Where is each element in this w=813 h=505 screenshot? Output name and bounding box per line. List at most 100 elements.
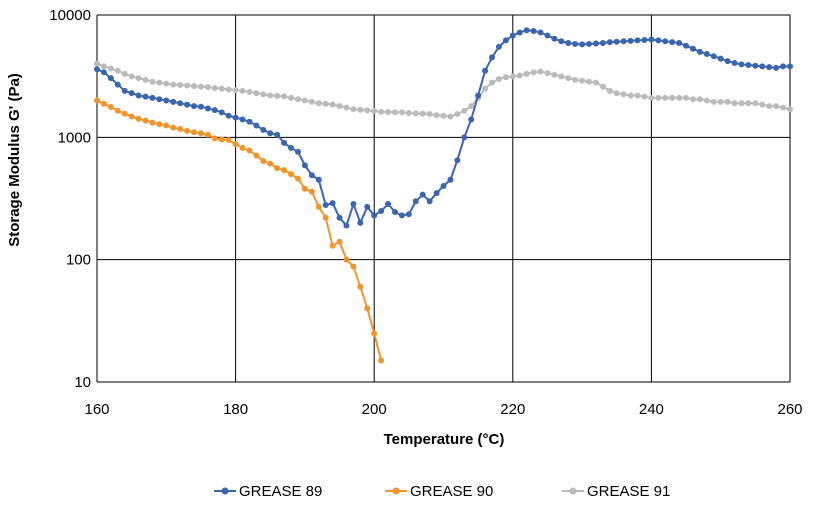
data-point-grease-89 <box>288 144 295 151</box>
data-point-grease-89 <box>350 201 357 208</box>
data-point-grease-91 <box>281 93 288 100</box>
data-point-grease-91 <box>211 85 218 92</box>
y-tick-label: 100 <box>66 252 91 269</box>
data-point-grease-89 <box>599 40 606 47</box>
data-point-grease-89 <box>447 176 454 183</box>
data-point-grease-89 <box>579 41 586 48</box>
data-point-grease-90 <box>350 263 357 270</box>
x-tick-label: 180 <box>223 401 248 418</box>
data-point-grease-90 <box>177 125 184 132</box>
data-point-grease-91 <box>156 79 163 86</box>
data-point-grease-91 <box>447 113 454 120</box>
data-point-grease-89 <box>170 98 177 105</box>
data-point-grease-90 <box>197 130 204 137</box>
data-point-grease-91 <box>669 94 676 101</box>
data-point-grease-89 <box>495 43 502 50</box>
data-point-grease-90 <box>128 113 135 120</box>
data-point-grease-90 <box>378 357 385 364</box>
data-point-grease-90 <box>114 107 121 114</box>
data-point-grease-89 <box>710 53 717 60</box>
data-point-grease-89 <box>385 201 392 208</box>
data-point-grease-91 <box>717 98 724 105</box>
data-point-grease-89 <box>696 48 703 55</box>
data-point-grease-91 <box>419 110 426 117</box>
data-point-grease-90 <box>94 97 100 104</box>
data-point-grease-91 <box>738 100 745 107</box>
data-point-grease-89 <box>322 201 329 208</box>
data-point-grease-89 <box>378 207 385 214</box>
data-point-grease-89 <box>613 38 620 45</box>
data-point-grease-89 <box>745 62 752 69</box>
series-line-grease-90 <box>96 99 383 361</box>
data-point-grease-90 <box>329 242 336 249</box>
data-point-grease-90 <box>149 119 156 126</box>
data-point-grease-90 <box>246 147 253 154</box>
data-point-grease-89 <box>114 81 121 88</box>
data-point-grease-91 <box>696 96 703 103</box>
data-point-grease-89 <box>419 191 426 198</box>
data-point-grease-90 <box>163 122 170 129</box>
data-point-grease-91 <box>710 98 717 105</box>
y-tick-label: 10 <box>74 374 91 391</box>
data-point-grease-89 <box>537 29 544 36</box>
data-point-grease-90 <box>294 175 301 182</box>
data-point-grease-91 <box>315 100 322 107</box>
data-point-grease-91 <box>135 75 142 82</box>
data-point-grease-89 <box>475 92 482 99</box>
plot-series <box>94 27 793 364</box>
data-point-grease-91 <box>142 76 149 83</box>
data-point-grease-89 <box>502 37 509 44</box>
data-point-grease-89 <box>766 64 773 71</box>
legend-label: GREASE 89 <box>239 483 322 500</box>
data-point-grease-91 <box>107 65 114 72</box>
data-point-grease-90 <box>191 129 198 136</box>
data-point-grease-91 <box>350 106 357 113</box>
data-point-grease-89 <box>128 90 135 97</box>
data-point-grease-89 <box>544 32 551 39</box>
data-point-grease-91 <box>405 110 412 117</box>
data-point-grease-91 <box>509 73 516 80</box>
grid-lines <box>96 14 791 383</box>
data-point-grease-89 <box>752 62 759 69</box>
data-point-grease-89 <box>391 209 398 216</box>
data-point-grease-89 <box>683 42 690 49</box>
data-point-grease-91 <box>246 88 253 95</box>
data-point-grease-89 <box>454 157 461 164</box>
data-point-grease-91 <box>454 111 461 118</box>
data-point-grease-90 <box>184 127 191 134</box>
data-point-grease-90 <box>357 283 364 290</box>
data-point-grease-91 <box>163 80 170 87</box>
data-point-grease-89 <box>329 200 336 207</box>
data-point-grease-91 <box>495 75 502 82</box>
data-point-grease-91 <box>184 82 191 89</box>
data-point-grease-91 <box>759 101 766 108</box>
data-point-grease-90 <box>211 135 218 142</box>
data-point-grease-91 <box>586 78 593 85</box>
data-point-grease-90 <box>371 330 378 337</box>
data-point-grease-89 <box>530 27 537 34</box>
data-point-grease-89 <box>787 63 793 70</box>
data-point-grease-91 <box>336 103 343 110</box>
data-point-grease-91 <box>253 90 260 97</box>
data-point-grease-91 <box>516 72 523 79</box>
data-point-grease-91 <box>329 101 336 108</box>
legend-swatch-marker <box>569 487 577 495</box>
data-point-grease-90 <box>308 188 315 195</box>
series-grease-89 <box>94 27 793 229</box>
data-point-grease-91 <box>558 73 565 80</box>
data-point-grease-91 <box>308 98 315 105</box>
data-point-grease-89 <box>412 198 419 205</box>
data-point-grease-89 <box>634 37 641 44</box>
data-point-grease-91 <box>225 86 232 93</box>
y-tick-label: 10000 <box>49 7 91 24</box>
data-point-grease-89 <box>572 40 579 47</box>
x-tick-label: 160 <box>84 401 109 418</box>
data-point-grease-91 <box>482 85 489 92</box>
legend-swatch-marker <box>392 487 400 495</box>
data-point-grease-91 <box>572 76 579 83</box>
data-point-grease-89 <box>336 214 343 221</box>
x-tick-label: 260 <box>777 401 802 418</box>
data-point-grease-90 <box>322 214 329 221</box>
data-point-grease-90 <box>107 103 114 110</box>
